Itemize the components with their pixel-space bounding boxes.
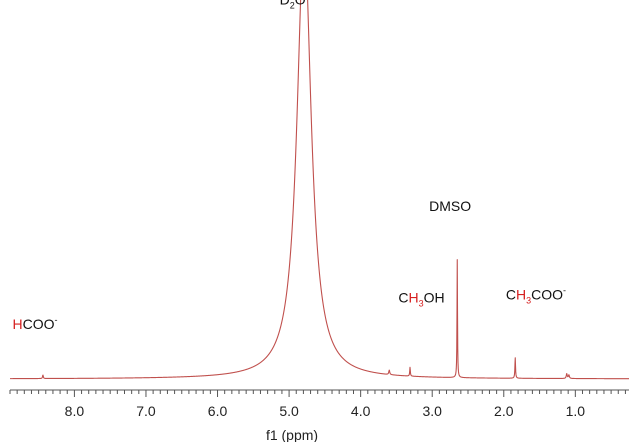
- peak-label-part: H: [516, 286, 526, 302]
- peak-label-part: D: [280, 0, 290, 7]
- peak-label-part: O: [295, 0, 306, 7]
- peak-label: CH3OH: [398, 289, 444, 308]
- peak-label: DMSO: [429, 198, 471, 214]
- peak-label-part: -: [563, 285, 566, 295]
- peak-label-part: H: [13, 316, 23, 332]
- x-tick-label: 3.0: [422, 403, 442, 419]
- peak-label-part: 2: [290, 0, 295, 10]
- spectrum-line: [9, 0, 629, 380]
- peak-label-part: 3: [526, 295, 531, 305]
- peak-label: D2O: [280, 0, 306, 10]
- x-tick-label: 6.0: [208, 403, 228, 419]
- peak-label-part: C: [398, 289, 408, 305]
- peak-label: HCOO-: [13, 315, 58, 332]
- x-axis-tick-labels: 8.0 7.0 6.0 5.0 4.0 3.0 2.0 1.0: [65, 403, 586, 419]
- peak-label-part: C: [506, 286, 516, 302]
- x-tick-label: 7.0: [136, 403, 156, 419]
- x-axis-ticks: [9, 390, 626, 397]
- peak-label: CH3COO-: [506, 285, 566, 305]
- x-tick-label: 5.0: [279, 403, 299, 419]
- x-tick-label: 8.0: [65, 403, 85, 419]
- peak-label-part: H: [408, 289, 418, 305]
- x-tick-label: 4.0: [351, 403, 371, 419]
- peak-label-part: COO: [531, 286, 563, 302]
- peak-label-part: -: [55, 315, 58, 325]
- peak-label-part: 3: [419, 298, 424, 308]
- peak-label-part: OH: [424, 289, 445, 305]
- peak-label-part: COO: [23, 316, 55, 332]
- x-tick-label: 1.0: [566, 403, 586, 419]
- peak-annotations: HCOO-D2OCH3OHDMSOCH3COO-: [13, 0, 567, 332]
- x-axis-title: f1 (ppm): [266, 427, 318, 442]
- peak-label-part: DMSO: [429, 198, 471, 214]
- x-tick-label: 2.0: [494, 403, 514, 419]
